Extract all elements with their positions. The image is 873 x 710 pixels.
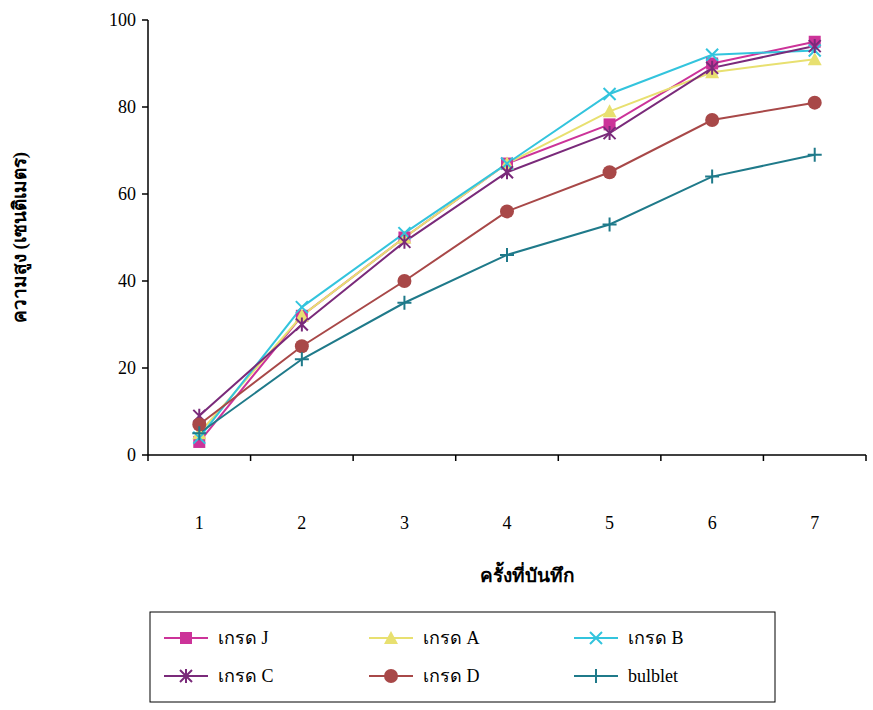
y-tick-label: 0 — [127, 445, 136, 465]
marker — [501, 165, 513, 179]
legend-box — [150, 612, 775, 702]
marker — [295, 339, 309, 353]
y-tick — [142, 367, 148, 369]
x-tick — [147, 455, 149, 461]
marker — [192, 426, 206, 440]
plot-area — [192, 36, 821, 448]
legend-label: bulblet — [628, 666, 678, 686]
y-tick — [142, 106, 148, 108]
series-line — [199, 46, 814, 416]
marker — [603, 104, 617, 117]
legend-marker — [384, 631, 398, 644]
marker — [604, 88, 616, 100]
legend-label: เกรด C — [218, 666, 274, 686]
legend-label: เกรด J — [218, 628, 269, 648]
y-tick-label: 60 — [118, 184, 136, 204]
x-tick — [865, 455, 867, 461]
legend-marker — [180, 669, 192, 683]
y-tick — [142, 193, 148, 195]
x-tick — [558, 455, 560, 461]
marker — [705, 170, 719, 184]
series-line — [199, 50, 814, 437]
marker — [706, 61, 718, 75]
marker — [808, 148, 822, 162]
marker — [500, 248, 514, 262]
legend-marker — [180, 632, 192, 644]
x-tick-label: 4 — [503, 513, 512, 533]
x-axis — [148, 454, 866, 456]
marker — [295, 352, 309, 366]
x-tick — [352, 455, 354, 461]
legend-label: เกรด A — [423, 628, 480, 648]
y-tick-label: 100 — [109, 10, 136, 30]
marker — [500, 204, 514, 218]
series-line — [199, 155, 814, 433]
series-line — [199, 59, 814, 433]
legend-marker — [590, 632, 602, 644]
y-tick-label: 40 — [118, 271, 136, 291]
y-tick — [142, 280, 148, 282]
series-line — [199, 42, 814, 442]
chart: 0 20 40 60 80 100 1 2 3 4 5 6 7 ครั้งที่บันทึก ความสูง… — [0, 0, 873, 710]
y-tick-label: 20 — [118, 358, 136, 378]
marker — [296, 318, 308, 332]
series-line — [199, 103, 814, 425]
marker — [397, 296, 411, 310]
x-tick-label: 7 — [810, 513, 819, 533]
x-tick-label: 3 — [400, 513, 409, 533]
legend-label: เกรด D — [423, 666, 480, 686]
marker — [398, 235, 410, 249]
x-axis-title: ครั้งที่บันทึก — [480, 561, 575, 586]
x-tick-label: 2 — [297, 513, 306, 533]
marker — [296, 301, 308, 313]
x-tick-label: 5 — [605, 513, 614, 533]
legend-marker — [589, 669, 603, 683]
x-tick-label: 6 — [708, 513, 717, 533]
marker — [603, 217, 617, 231]
y-tick — [142, 454, 148, 456]
x-tick — [763, 455, 765, 461]
y-axis-title: ความสูง (เซนติเมตร) — [9, 152, 32, 323]
y-tick-label: 80 — [118, 97, 136, 117]
marker — [809, 39, 821, 53]
legend-marker — [384, 669, 398, 683]
x-tick — [660, 455, 662, 461]
legend: เกรด J เกรด A เกรด B เกรด C เกรด D bulblet — [150, 612, 775, 702]
marker — [603, 165, 617, 179]
marker — [808, 96, 822, 110]
y-axis — [147, 20, 149, 455]
marker — [397, 274, 411, 288]
marker — [705, 113, 719, 127]
y-tick — [142, 19, 148, 21]
legend-label: เกรด B — [628, 628, 684, 648]
marker — [706, 49, 718, 61]
x-tick — [455, 455, 457, 461]
marker — [604, 126, 616, 140]
x-tick-label: 1 — [195, 513, 204, 533]
x-tick — [250, 455, 252, 461]
